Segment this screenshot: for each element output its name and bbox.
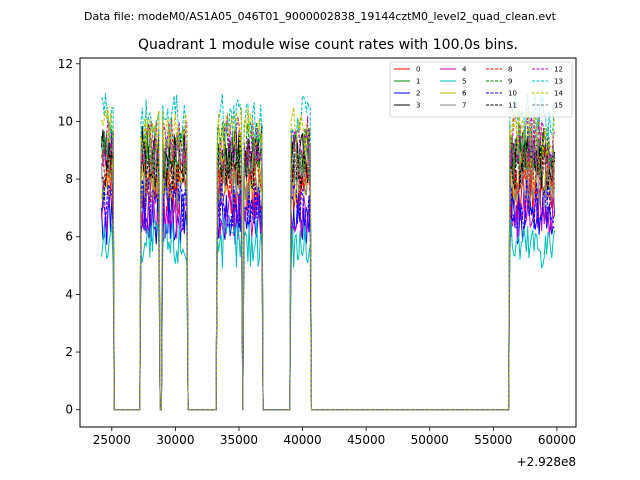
series-line-2	[101, 193, 555, 411]
legend-label-13: 13	[554, 78, 563, 86]
legend-label-7: 7	[462, 102, 466, 110]
legend-label-4: 4	[462, 66, 467, 74]
legend-label-5: 5	[462, 78, 466, 86]
series-line-4	[101, 187, 555, 411]
y-tick-label: 6	[65, 230, 73, 244]
legend-label-12: 12	[554, 66, 563, 74]
series-layer	[101, 92, 555, 411]
series-line-5	[101, 217, 555, 411]
x-axis: 25000 30000 35000 40000 45000 50000 55000 60000	[93, 427, 576, 447]
x-tick-label: 30000	[156, 433, 194, 447]
legend-label-10: 10	[508, 90, 517, 98]
legend-label-0: 0	[416, 66, 420, 74]
legend-label-14: 14	[554, 90, 563, 98]
x-tick-label: 45000	[347, 433, 385, 447]
y-tick-label: 0	[65, 403, 73, 417]
x-tick-label: 25000	[93, 433, 131, 447]
legend-label-3: 3	[416, 102, 420, 110]
plot-frame	[79, 57, 577, 428]
figure-suptitle: Data file: modeM0/AS1A05_046T01_90000028…	[84, 10, 557, 23]
x-tick-label: 60000	[538, 433, 576, 447]
y-axis: 0 2 4 6 8 10 12	[58, 57, 80, 417]
series-line-13	[101, 92, 555, 411]
y-tick-label: 8	[65, 172, 73, 186]
x-tick-label: 55000	[474, 433, 512, 447]
legend-label-8: 8	[508, 66, 512, 74]
legend-label-9: 9	[508, 78, 512, 86]
legend-label-6: 6	[462, 90, 467, 98]
x-tick-label: 35000	[220, 433, 258, 447]
y-tick-label: 10	[58, 114, 73, 128]
y-tick-label: 12	[58, 57, 73, 71]
chart-title: Quadrant 1 module wise count rates with …	[138, 37, 518, 53]
y-tick-label: 4	[65, 287, 73, 301]
legend-label-15: 15	[554, 102, 563, 110]
x-offset-label: +2.928e8	[517, 455, 576, 469]
y-tick-label: 2	[65, 345, 73, 359]
legend-label-2: 2	[416, 90, 420, 98]
series-line-15	[101, 133, 555, 411]
x-tick-label: 50000	[411, 433, 449, 447]
legend-frame	[389, 61, 573, 118]
legend-label-11: 11	[508, 102, 517, 110]
series-line-8	[101, 146, 555, 411]
x-tick-label: 40000	[283, 433, 321, 447]
legend-label-1: 1	[416, 78, 420, 86]
